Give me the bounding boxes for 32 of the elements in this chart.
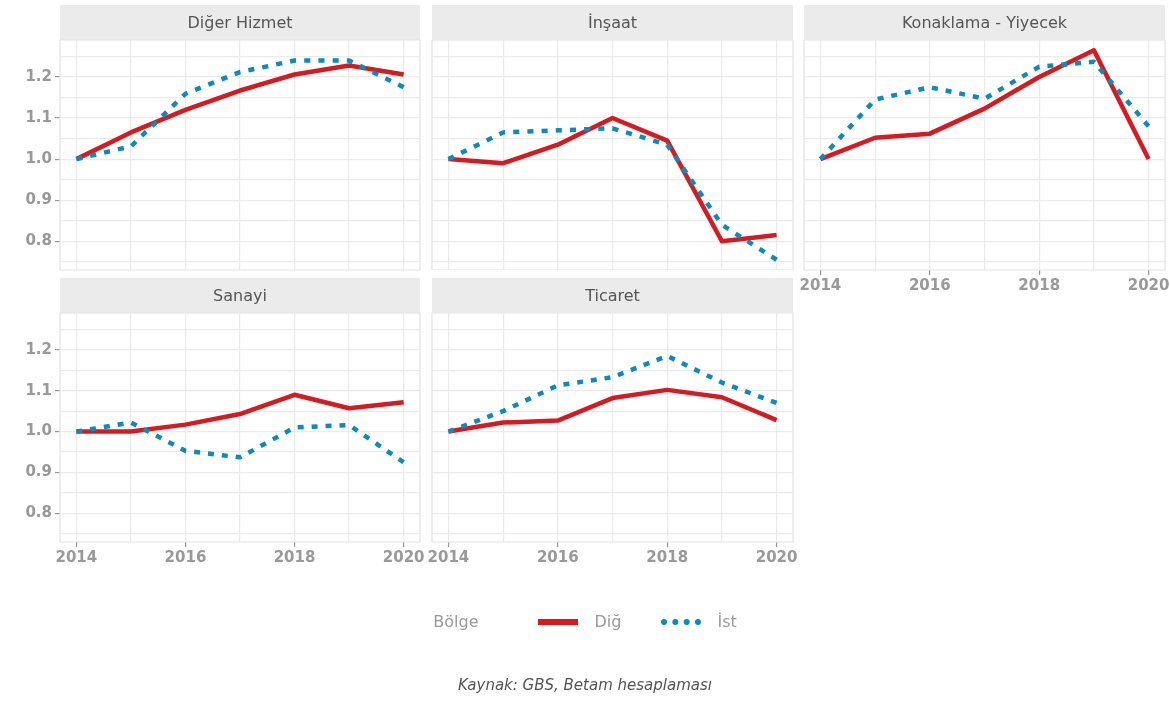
y-tick-label: 1.0: [25, 149, 52, 167]
x-tick-label: 2020: [1127, 275, 1170, 294]
chart-title: Diğer Hizmet: [60, 5, 420, 40]
x-tick-label: 2020: [382, 547, 425, 566]
x-tick-label: 2016: [536, 547, 579, 566]
legend-label: İst: [717, 612, 737, 631]
y-tick-label: 0.8: [25, 231, 52, 250]
y-tick-label: 1.1: [25, 107, 52, 126]
x-tick-label: 2016: [164, 547, 207, 566]
y-tick-label: 1.0: [25, 421, 52, 440]
x-tick-label: 2018: [1018, 275, 1061, 294]
x-tick-label: 2014: [799, 275, 842, 294]
chart-title: Konaklama - Yiyecek: [804, 5, 1165, 40]
y-tick-label: 1.2: [25, 66, 52, 85]
y-tick-label: 0.9: [25, 462, 52, 481]
chart-title: Ticaret: [432, 278, 793, 313]
x-tick-label: 2014: [55, 547, 98, 566]
x-tick-label: 2018: [273, 547, 316, 566]
legend-label: Diğ: [594, 612, 622, 631]
x-tick-label: 2014: [427, 547, 470, 566]
y-tick-label: 1.2: [25, 339, 52, 358]
legend-title: Bölge: [433, 612, 479, 631]
chart-title: İnşaat: [432, 5, 793, 40]
y-tick-label: 0.9: [25, 190, 52, 209]
x-tick-label: 2016: [908, 275, 951, 294]
x-tick-label: 2020: [755, 547, 798, 566]
chart-title: Sanayi: [60, 278, 420, 313]
y-tick-label: 1.1: [25, 380, 52, 399]
y-tick-label: 0.8: [25, 503, 52, 522]
line-series: [74, 420, 406, 465]
x-tick-label: 2018: [646, 547, 689, 566]
text: Kaynak: GBS, Betam hesaplaması: [457, 676, 713, 694]
